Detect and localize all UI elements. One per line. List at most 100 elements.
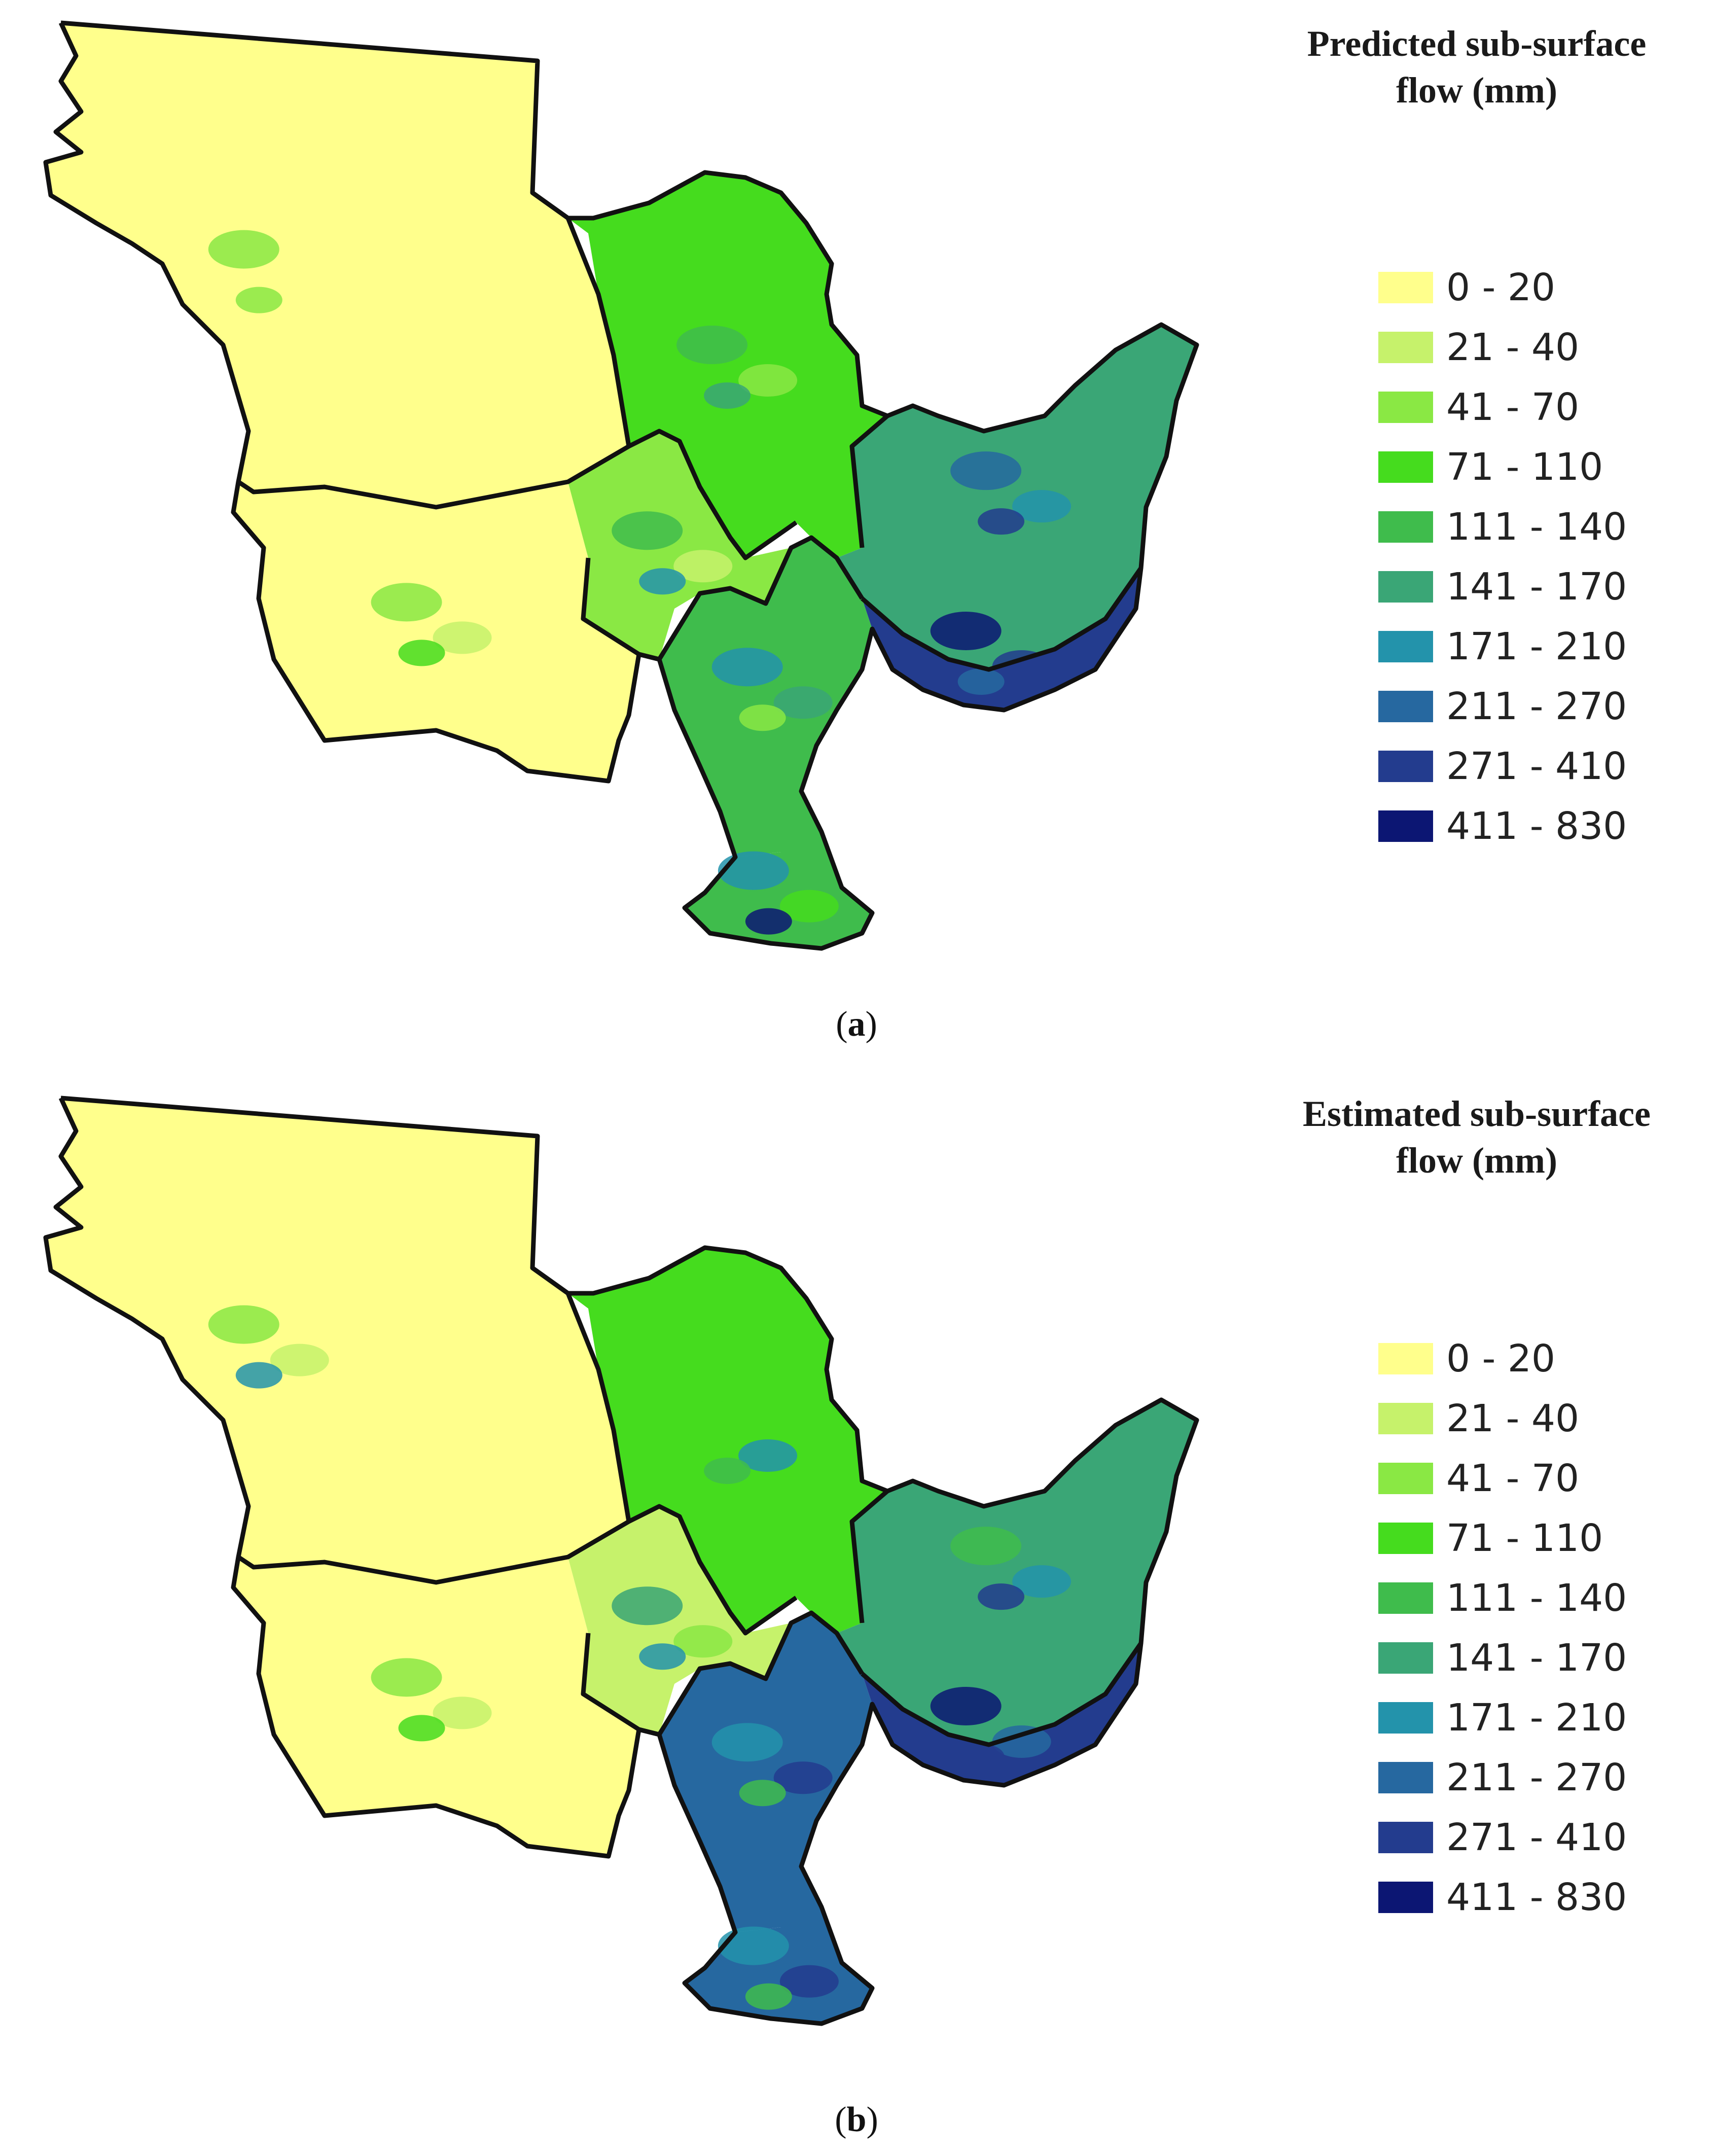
legend-a-swatch (1378, 751, 1433, 782)
caption-a-close: ) (865, 1005, 877, 1044)
legend-a-label: 0 - 20 (1446, 266, 1555, 309)
legend-a-label: 411 - 830 (1446, 804, 1627, 848)
map-zone-patch (398, 640, 445, 666)
map-zone-patch (371, 583, 442, 622)
map-zone-central-basin (568, 431, 791, 659)
legend-a-label: 141 - 170 (1446, 565, 1627, 609)
boundary-divide-se (861, 567, 1143, 672)
map-a-zones (46, 23, 1197, 948)
legend-a-swatch (1378, 272, 1433, 303)
legend-title-a-line2: flow (mm) (1396, 70, 1557, 111)
boundary-divide-e (849, 1489, 889, 1623)
map-zone-patch (992, 650, 1051, 683)
map-a (43, 20, 1199, 951)
map-zone-patch (612, 511, 683, 550)
map-zone-patch (704, 1458, 751, 1484)
legend-title-a: Predicted sub-surface flow (mm) (1269, 20, 1685, 114)
map-zone-patch (235, 287, 282, 313)
map-zone-patch (208, 1305, 279, 1344)
legend-a-swatch (1378, 810, 1433, 842)
map-zone-patch (992, 1725, 1051, 1758)
legend-b-label: 0 - 20 (1446, 1337, 1555, 1381)
caption-b: (b) (0, 2100, 1713, 2140)
caption-a-open: ( (836, 1005, 848, 1044)
legend-a-label: 21 - 40 (1446, 326, 1580, 369)
legend-a: 0 - 20 21 - 40 41 - 70 71 - 110 111 - 14… (1378, 258, 1627, 856)
map-zone-patch (930, 1687, 1002, 1725)
map-zone-patch (673, 550, 733, 583)
map-zone-patch (270, 268, 329, 301)
legend-b-swatch (1378, 1403, 1433, 1434)
legend-a-swatch (1378, 631, 1433, 662)
map-zone-patch (978, 1583, 1025, 1610)
legend-a-item: 271 - 410 (1378, 736, 1627, 796)
map-zone-patch (639, 1643, 686, 1670)
legend-title-b: Estimated sub-surface flow (mm) (1269, 1090, 1685, 1184)
map-zone-patch (676, 1401, 748, 1439)
map-zone-patch (773, 686, 833, 719)
map-zone-patch (739, 1780, 786, 1807)
caption-b-letter: b (846, 2100, 867, 2139)
legend-title-b-line2: flow (mm) (1396, 1140, 1557, 1181)
legend-b-label: 271 - 410 (1446, 1816, 1627, 1859)
legend-b: 0 - 20 21 - 40 41 - 70 71 - 110 111 - 14… (1378, 1329, 1627, 1927)
legend-title-b-line1: Estimated sub-surface (1303, 1093, 1651, 1134)
map-zone-patch (235, 1362, 282, 1389)
map-zone-patch (718, 1926, 789, 1965)
legend-b-label: 411 - 830 (1446, 1876, 1627, 1919)
map-b-zones (46, 1098, 1197, 2024)
legend-a-item: 71 - 110 (1378, 437, 1627, 497)
panel-b: Estimated sub-surface flow (mm) 0 - 20 2… (0, 1075, 1713, 2156)
legend-a-swatch (1378, 451, 1433, 483)
panel-a: Predicted sub-surface flow (mm) 0 - 20 2… (0, 0, 1713, 1075)
legend-a-label: 71 - 110 (1446, 445, 1603, 489)
map-zone-patch (745, 908, 792, 935)
legend-a-item: 171 - 210 (1378, 617, 1627, 677)
boundary-divide-c (581, 557, 660, 662)
boundary-divide-c (581, 1633, 660, 1737)
legend-b-swatch (1378, 1582, 1433, 1614)
legend-title-a-line1: Predicted sub-surface (1307, 23, 1647, 64)
boundary-divide-sc (657, 535, 864, 661)
boundary-outline (43, 1095, 1199, 2026)
map-zone-central-basin (568, 1506, 791, 1735)
legend-b-item: 0 - 20 (1378, 1329, 1627, 1389)
map-zone-southeast-strip (862, 1643, 1141, 1785)
map-zone-patch (773, 1761, 833, 1794)
legend-b-item: 71 - 110 (1378, 1508, 1627, 1568)
boundary-divide-sc (657, 1610, 864, 1736)
map-zone-patch (433, 1696, 492, 1729)
map-zone-patch (779, 890, 839, 923)
legend-b-label: 211 - 270 (1446, 1756, 1627, 1799)
legend-a-swatch (1378, 332, 1433, 363)
legend-b-item: 21 - 40 (1378, 1389, 1627, 1448)
map-zone-patch (950, 1527, 1022, 1566)
caption-b-close: ) (866, 2100, 878, 2139)
map-zone-patch (718, 851, 789, 890)
legend-b-item: 211 - 270 (1378, 1748, 1627, 1808)
legend-a-swatch (1378, 511, 1433, 543)
map-zone-patch (738, 364, 798, 397)
legend-b-swatch (1378, 1343, 1433, 1374)
boundary-divide-n (531, 1266, 631, 1522)
map-zone-patch (676, 326, 748, 364)
legend-b-label: 71 - 110 (1446, 1516, 1603, 1560)
map-zone-patch (371, 1658, 442, 1697)
map-zone-patch (612, 1586, 683, 1625)
caption-a-letter: a (847, 1005, 866, 1044)
map-zone-patch (711, 648, 783, 687)
legend-b-swatch (1378, 1762, 1433, 1793)
map-zone-patch (1012, 1565, 1072, 1598)
map-b-boundaries (43, 1095, 1199, 2026)
legend-b-label: 111 - 140 (1446, 1576, 1627, 1620)
map-zone-southeast-strip (862, 568, 1141, 710)
legend-a-item: 41 - 70 (1378, 377, 1627, 437)
legend-a-item: 111 - 140 (1378, 497, 1627, 557)
legend-a-swatch (1378, 571, 1433, 603)
legend-a-swatch (1378, 691, 1433, 722)
map-zone-northwest-basin (46, 1098, 629, 1582)
legend-b-item: 141 - 170 (1378, 1628, 1627, 1688)
map-zone-north-central-basin (568, 172, 887, 558)
map-a-boundaries (43, 20, 1199, 951)
boundary-divide-w (237, 1504, 798, 1636)
